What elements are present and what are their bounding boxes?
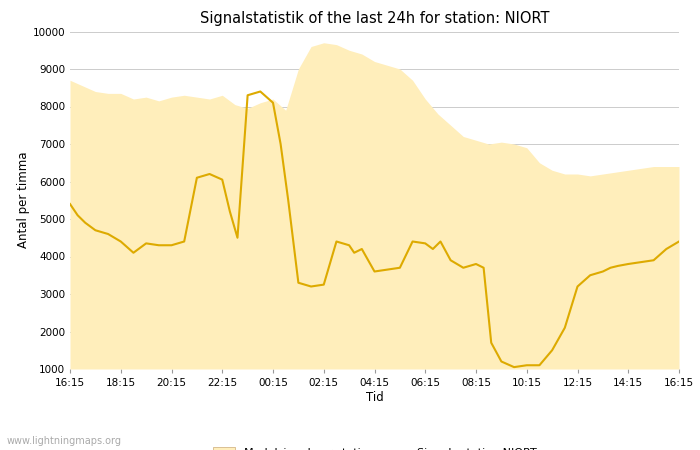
Y-axis label: Antal per timma: Antal per timma: [17, 152, 29, 248]
Legend: Medelsignal per station, Signals station NIORT: Medelsignal per station, Signals station…: [213, 447, 536, 450]
Text: www.lightningmaps.org: www.lightningmaps.org: [7, 436, 122, 446]
Title: Signalstatistik of the last 24h for station: NIORT: Signalstatistik of the last 24h for stat…: [199, 11, 550, 26]
X-axis label: Tid: Tid: [365, 391, 384, 404]
